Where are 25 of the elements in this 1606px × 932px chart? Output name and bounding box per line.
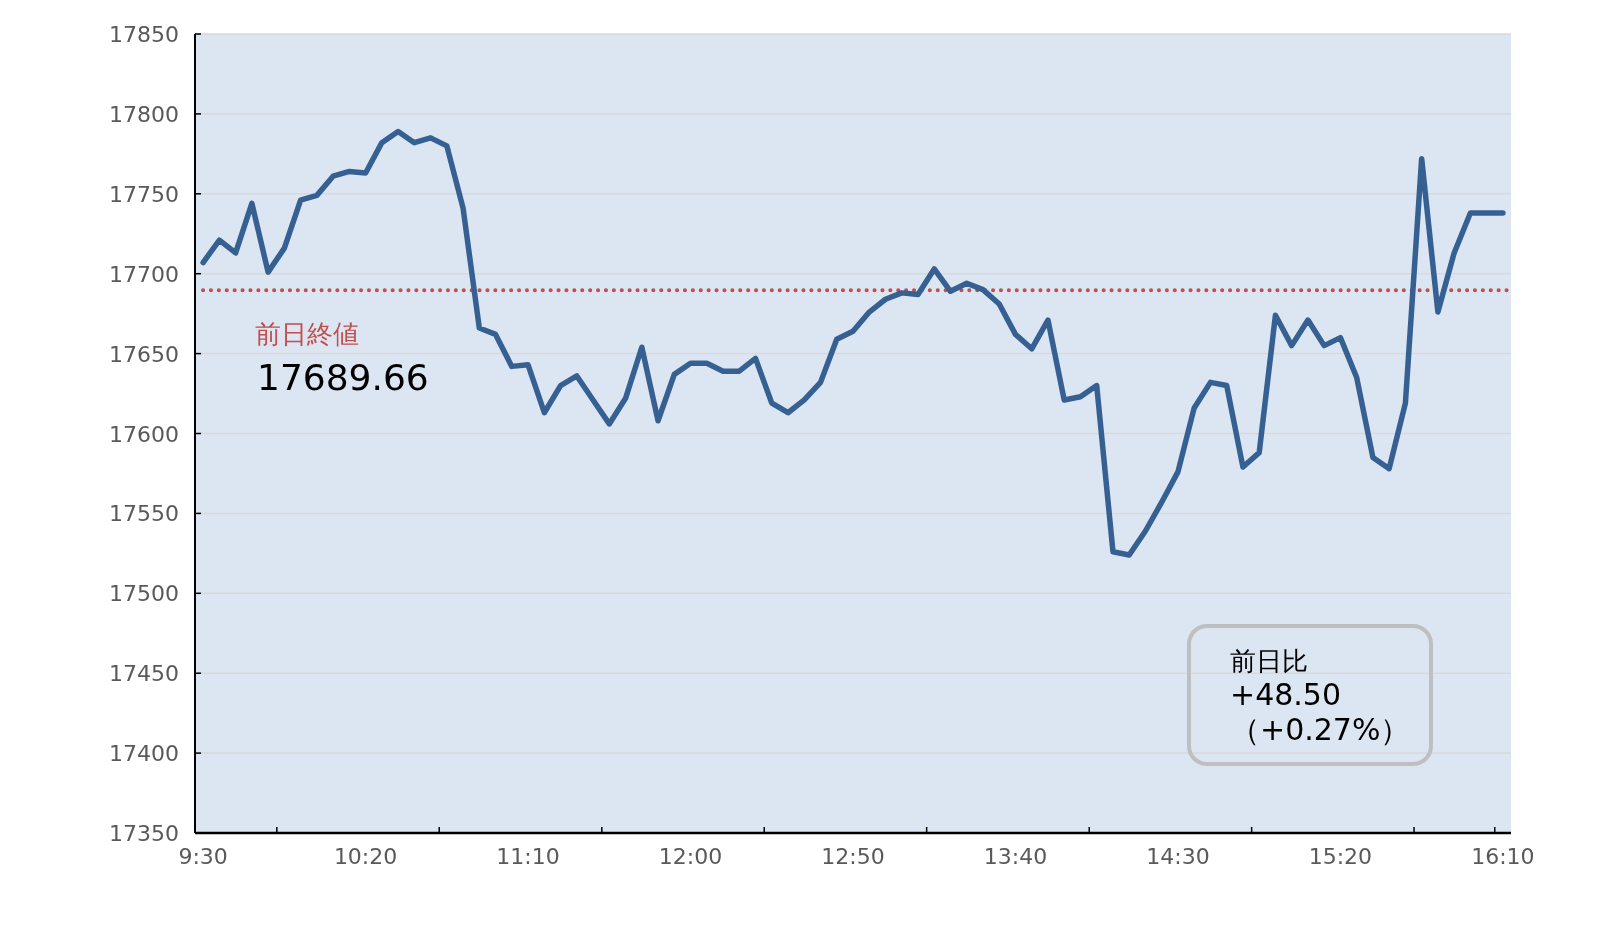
annotation: +48.50 [1230,677,1342,712]
y-tick-label: 17700 [109,261,179,287]
x-tick-label: 9:30 [178,844,228,869]
y-tick-label: 17600 [109,421,179,447]
y-tick-label: 17500 [109,581,179,607]
y-tick-label: 17550 [109,501,179,527]
y-tick-label: 17400 [109,741,179,767]
x-tick-label: 11:10 [496,844,560,869]
y-tick-label: 17750 [109,181,179,207]
x-tick-label: 10:20 [333,844,398,869]
y-tick-label: 17800 [109,101,179,127]
annotation: （+0.27%） [1230,712,1411,747]
x-tick-label: 16:10 [1471,844,1535,869]
y-tick-label: 17650 [109,341,179,367]
x-tick-label: 12:00 [658,844,723,869]
ref-line-label: 前日終値 [255,319,359,350]
x-tick-label: 14:30 [1146,844,1210,869]
y-tick-label: 17850 [109,22,179,47]
annotation: 17689.66 [257,357,429,399]
y-tick-label: 17450 [109,661,179,687]
y-tick-label: 17350 [109,821,179,846]
annotation: 前日比 [1230,646,1308,676]
x-tick-label: 15:20 [1308,844,1373,869]
x-tick-label: 12:50 [821,844,885,869]
x-tick-label: 13:40 [983,844,1048,869]
